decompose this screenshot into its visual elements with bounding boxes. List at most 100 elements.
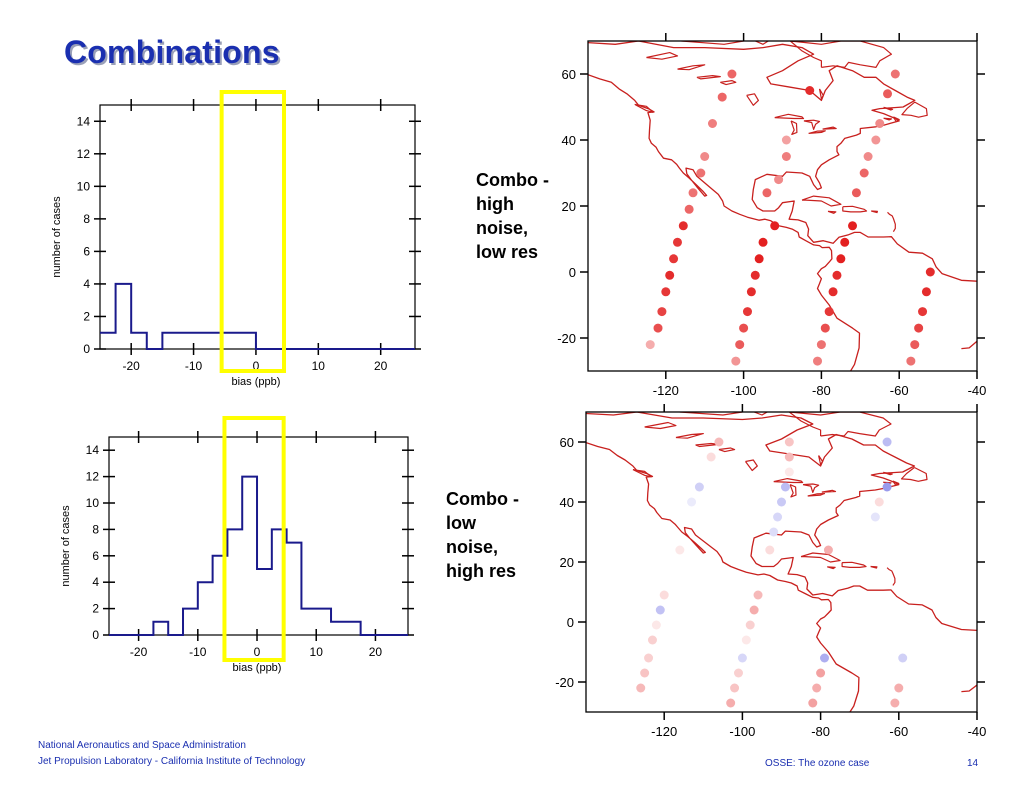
- map-y-tick-label: -20: [555, 675, 574, 690]
- x-axis-label: bias (ppb): [233, 662, 282, 674]
- map-data-point: [696, 168, 706, 178]
- map-data-point: [780, 482, 790, 492]
- map-data-point: [781, 152, 791, 161]
- islands-lakes: [634, 41, 928, 232]
- map-data-point: [820, 653, 830, 663]
- map-y-tick-label: 0: [569, 265, 576, 280]
- x-tick-label: 10: [310, 645, 324, 659]
- map-data-point: [647, 635, 657, 645]
- map-data-point: [812, 683, 822, 693]
- map-data-point: [742, 307, 752, 317]
- y-tick-label: 6: [83, 244, 90, 258]
- map-data-point: [784, 437, 794, 447]
- y-tick-label: 6: [92, 549, 99, 563]
- map-data-point: [714, 437, 724, 447]
- map-x-tick-label: -60: [890, 383, 909, 398]
- y-tick-label: 8: [83, 212, 90, 226]
- map-data-point: [874, 497, 884, 507]
- map-data-point: [644, 653, 654, 663]
- x-tick-label: -10: [189, 645, 207, 659]
- map-data-point: [735, 340, 745, 350]
- map-panel-2: -120 -100 -80 -60 -40 -20 0 20 40 60: [555, 404, 987, 739]
- map-content: [588, 41, 977, 371]
- islands-lakes: [632, 412, 928, 586]
- map-data-point: [910, 340, 920, 350]
- y-axis-label: number of cases: [51, 196, 63, 278]
- map-x-tick-label: -120: [651, 724, 677, 739]
- map-data-point: [890, 69, 900, 79]
- histogram-panel-1: 0 2 4 6 8 10 12 14 -20 -10 0 10 20 bias (ppb) number o…: [51, 90, 421, 388]
- map-data-point: [784, 467, 794, 477]
- map-y-tick-label: 40: [560, 495, 574, 510]
- map-data-point: [727, 69, 737, 79]
- map-data-point: [851, 188, 861, 198]
- map-data-point: [816, 668, 826, 678]
- histogram-step-line: [109, 475, 408, 636]
- map-data-point: [672, 237, 682, 247]
- map-data-point: [882, 482, 892, 492]
- map-data-point: [870, 512, 880, 522]
- x-tick-label: 0: [253, 359, 260, 373]
- y-tick-label: 2: [83, 309, 90, 323]
- footer-presentation-title: OSSE: The ozone case: [765, 758, 870, 769]
- map-data-point: [753, 590, 763, 600]
- map-data-point: [836, 254, 846, 264]
- map-x-tick-label: -80: [812, 383, 831, 398]
- map-data-point: [770, 221, 780, 231]
- x-tick-label: -20: [123, 359, 141, 373]
- plot-frame: [108, 436, 409, 636]
- map-data-point: [645, 340, 655, 350]
- map-data-point: [890, 698, 900, 708]
- y-tick-label: 0: [83, 342, 90, 356]
- map-data-point: [754, 254, 764, 264]
- y-tick-label: 2: [92, 602, 99, 616]
- footer-agency: National Aeronautics and Space Administr…: [38, 740, 246, 751]
- map-data-point: [918, 307, 928, 317]
- y-tick-label: 10: [77, 179, 91, 193]
- map-data-point: [651, 620, 661, 630]
- map-data-point: [921, 287, 931, 297]
- map-data-point: [665, 270, 675, 280]
- map-data-point: [773, 512, 783, 522]
- map-y-tick-label: 0: [567, 615, 574, 630]
- x-tick-label: 20: [374, 359, 388, 373]
- map-data-point: [777, 497, 786, 507]
- map-data-point: [688, 188, 698, 198]
- map-data-point: [784, 452, 794, 462]
- map-data-point: [832, 270, 842, 280]
- map-data-point: [828, 287, 838, 297]
- x-axis-label: bias (ppb): [231, 376, 280, 388]
- map-data-point: [914, 323, 924, 333]
- map-data-point: [733, 668, 743, 678]
- highlight-box: [222, 416, 286, 662]
- y-tick-label: 0: [92, 628, 99, 642]
- map-data-point: [678, 221, 688, 231]
- map-frame: [585, 411, 978, 713]
- map-data-point: [657, 307, 667, 317]
- map-frame: [587, 40, 978, 372]
- map-data-point: [925, 267, 935, 277]
- map-data-point: [774, 175, 784, 185]
- slide-title: Combinations: [64, 34, 280, 70]
- map-data-point: [726, 698, 736, 708]
- map-data-point: [694, 482, 704, 492]
- y-tick-label: 12: [77, 147, 91, 161]
- map-data-point: [762, 188, 772, 198]
- map-data-point: [655, 605, 665, 615]
- map-data-point: [816, 340, 826, 350]
- map-data-point: [684, 204, 694, 214]
- map-x-tick-label: -60: [889, 724, 908, 739]
- map-data-point: [875, 119, 885, 128]
- y-tick-label: 14: [86, 443, 100, 457]
- map-data-point: [859, 168, 869, 178]
- map-data-point: [739, 323, 749, 333]
- map-y-tick-label: 20: [562, 199, 576, 214]
- page-number: 14: [967, 758, 979, 769]
- map-data-point: [813, 356, 823, 366]
- map-x-tick-label: -40: [968, 724, 987, 739]
- x-tick-label: 0: [254, 645, 261, 659]
- map-data-point: [653, 323, 663, 333]
- map-data-point: [661, 287, 671, 297]
- map-x-tick-label: -80: [811, 724, 830, 739]
